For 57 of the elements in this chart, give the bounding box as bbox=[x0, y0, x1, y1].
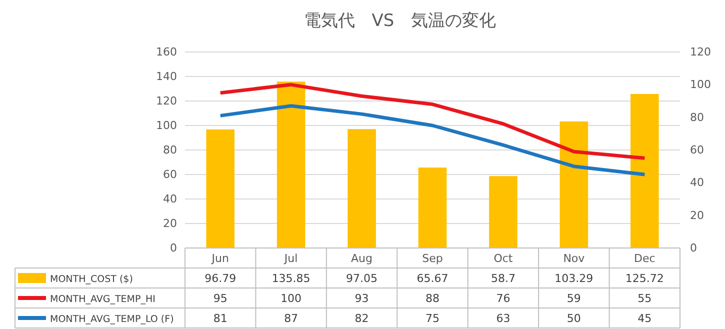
data-label: 59 bbox=[566, 292, 581, 305]
y-tick-label: 140 bbox=[156, 70, 177, 84]
x-tick-label: Jun bbox=[210, 252, 229, 265]
bar bbox=[276, 82, 306, 248]
data-label: 125.72 bbox=[625, 272, 664, 285]
y-tick-label: 0 bbox=[170, 242, 177, 255]
line-series bbox=[218, 104, 646, 176]
data-label: 87 bbox=[284, 312, 298, 325]
y-tick-label: 160 bbox=[156, 46, 177, 59]
y2-tick-label: 0 bbox=[690, 242, 697, 255]
data-label: 96.79 bbox=[204, 272, 236, 285]
y2-tick-label: 60 bbox=[690, 144, 704, 157]
y-tick-label: 80 bbox=[163, 144, 177, 157]
y-tick-label: 20 bbox=[163, 217, 177, 230]
data-label: 55 bbox=[638, 292, 652, 305]
y-tick-label: 100 bbox=[156, 119, 177, 132]
line-series bbox=[218, 82, 646, 160]
data-label: 76 bbox=[496, 292, 510, 305]
y2-tick-label: 120 bbox=[690, 46, 711, 59]
data-label: 135.85 bbox=[272, 272, 310, 285]
x-tick-label: Aug bbox=[351, 252, 373, 265]
data-label: 45 bbox=[638, 312, 652, 325]
legend-label: MONTH_AVG_TEMP_HI bbox=[50, 294, 156, 305]
data-label: 100 bbox=[280, 292, 302, 305]
y2-tick-label: 100 bbox=[690, 78, 711, 92]
x-tick-label: Sep bbox=[422, 252, 443, 265]
bar bbox=[560, 121, 588, 248]
y2-tick-label: 20 bbox=[690, 208, 704, 222]
bar bbox=[206, 129, 234, 248]
y2-tick-label: 40 bbox=[690, 176, 704, 190]
data-label: 63 bbox=[496, 312, 510, 325]
legend-label: MONTH_AVG_TEMP_LO (F) bbox=[50, 314, 174, 325]
y-tick-label: 40 bbox=[163, 192, 177, 206]
data-label: 82 bbox=[354, 312, 369, 325]
data-label: 103.29 bbox=[554, 272, 594, 285]
data-label: 75 bbox=[426, 312, 440, 325]
data-label: 88 bbox=[426, 292, 440, 305]
x-tick-label: Dec bbox=[634, 252, 656, 265]
data-label: 97.05 bbox=[346, 272, 378, 285]
data-label: 58.7 bbox=[490, 272, 516, 285]
data-label: 95 bbox=[213, 292, 228, 305]
data-label: 65.67 bbox=[416, 272, 448, 285]
bar bbox=[489, 176, 518, 248]
data-label: 50 bbox=[566, 312, 581, 325]
y2-tick-label: 80 bbox=[690, 110, 704, 124]
data-label: 93 bbox=[354, 292, 369, 305]
data-label: 81 bbox=[213, 312, 228, 325]
bar bbox=[630, 94, 659, 248]
x-tick-label: Jul bbox=[283, 252, 298, 265]
chart-title: 電気代 VS 気温の変化 bbox=[304, 11, 496, 31]
x-tick-label: Nov bbox=[563, 252, 586, 265]
bar bbox=[418, 168, 447, 248]
x-tick-label: Oct bbox=[494, 252, 514, 265]
bar bbox=[348, 129, 376, 248]
y-tick-label: 120 bbox=[156, 94, 177, 108]
y-tick-label: 60 bbox=[163, 168, 177, 182]
legend-label: MONTH_COST ($) bbox=[50, 274, 133, 285]
